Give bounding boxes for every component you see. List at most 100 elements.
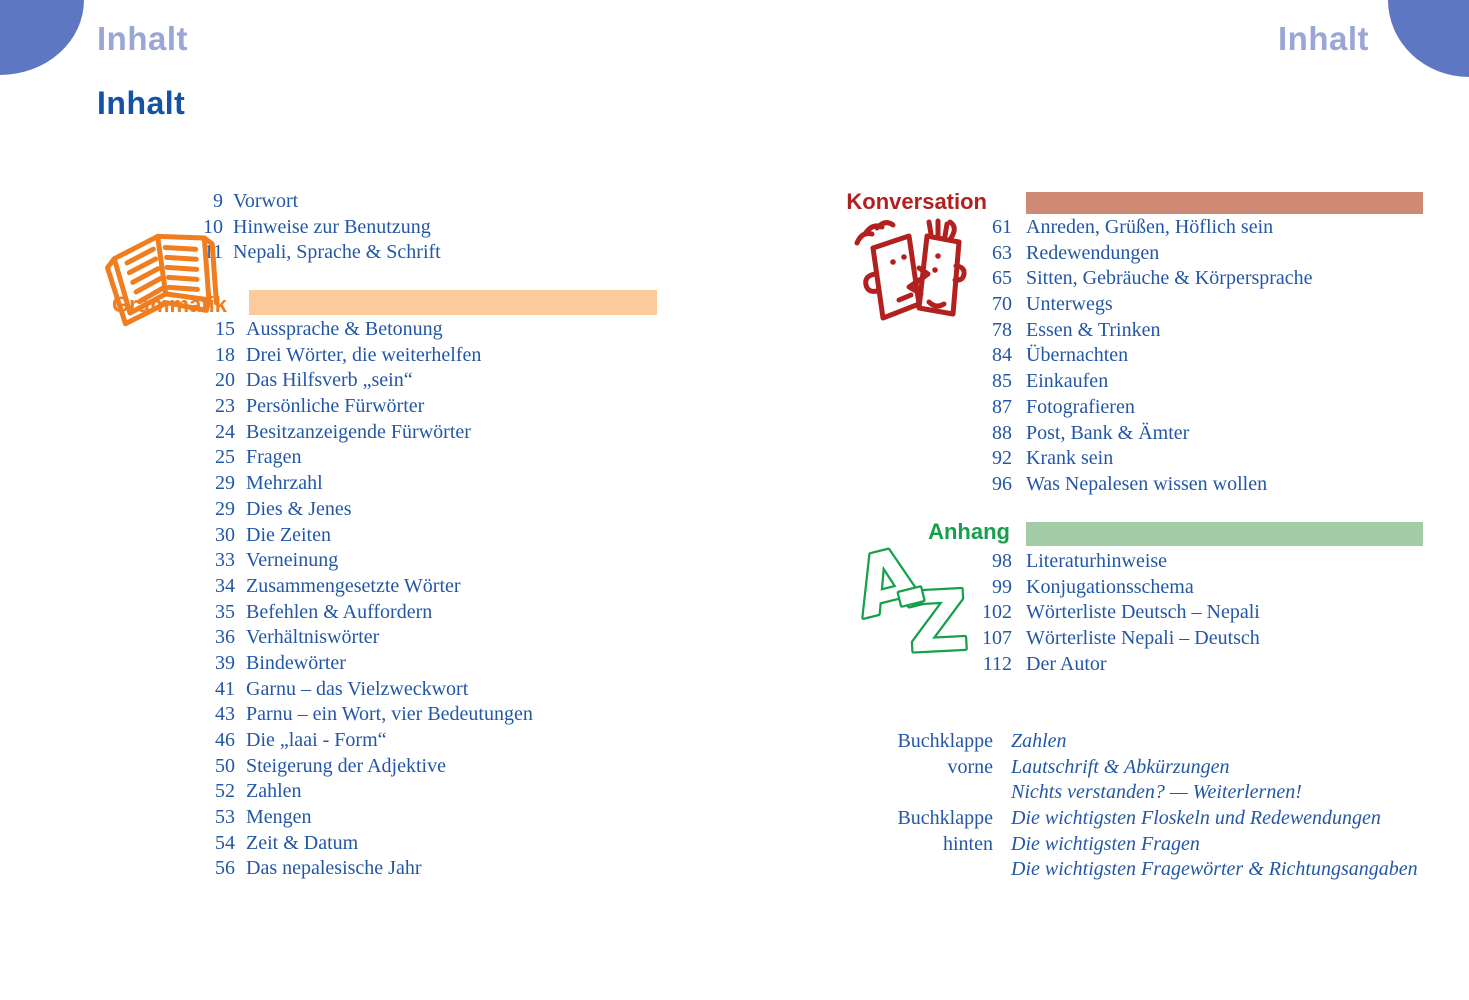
toc-page-number: 52	[215, 780, 235, 803]
toc-row: 36 Verhältniswörter	[95, 626, 533, 652]
buchklappe-entry: Nichts verstanden? — Weiterlernen!	[1011, 781, 1302, 804]
toc-entry-title: Nepali, Sprache & Schrift	[233, 241, 441, 264]
buchklappe-label: Buchklappe	[897, 807, 993, 830]
toc-page-number: 96	[992, 472, 1012, 495]
toc-page-number: 50	[215, 754, 235, 777]
toc-entry-title: Zeit & Datum	[246, 831, 359, 854]
buchklappe-label: vorne	[947, 755, 993, 778]
toc-row: 85 Einkaufen	[872, 370, 1313, 396]
toc-row: 43 Parnu – ein Wort, vier Bedeutungen	[95, 703, 533, 729]
toc-page-number: 61	[992, 216, 1012, 238]
toc-page-number: 33	[215, 549, 235, 572]
buchklappe-entry: Die wichtigsten Fragewörter & Richtungsa…	[1011, 858, 1418, 881]
toc-entry-title: Besitzanzeigende Fürwörter	[246, 420, 471, 443]
toc-entry-title: Wörterliste Deutsch – Nepali	[1026, 601, 1260, 624]
toc-page-number: 39	[215, 651, 235, 674]
buchklappe-entry: Zahlen	[1011, 730, 1067, 752]
toc-entry-title: Verhältniswörter	[246, 626, 380, 649]
toc-entry-title: Verneinung	[246, 549, 339, 572]
toc-page-number: 78	[992, 318, 1012, 341]
corner-decoration-left	[0, 0, 84, 75]
toc-page-number: 24	[215, 420, 235, 443]
toc-row: 65 Sitten, Gebräuche & Körpersprache	[872, 267, 1313, 293]
toc-page-number: 10	[203, 215, 223, 238]
corner-decoration-right	[1388, 0, 1469, 77]
buchklappe-row: Buchklappe Zahlen	[853, 730, 1418, 756]
toc-entry-title: Parnu – ein Wort, vier Bedeutungen	[246, 703, 533, 726]
toc-row: 98 Literaturhinweise	[872, 550, 1260, 576]
toc-page-number: 41	[215, 677, 235, 700]
toc-entry-title: Das Hilfsverb „sein“	[246, 369, 413, 392]
toc-entry-title: Der Autor	[1026, 652, 1107, 675]
section-label-grammatik: Grammatik	[112, 292, 227, 317]
toc-page-number: 63	[992, 241, 1012, 264]
toc-page-number: 23	[215, 395, 235, 418]
toc-entry-title: Literaturhinweise	[1026, 550, 1168, 572]
toc-row: 10 Hinweise zur Benutzung	[83, 216, 441, 242]
toc-row: 61 Anreden, Grüßen, Höflich sein	[872, 216, 1313, 242]
section-label-konversation: Konversation	[846, 189, 987, 214]
toc-entry-title: Post, Bank & Ämter	[1026, 421, 1190, 444]
toc-row: 78 Essen & Trinken	[872, 319, 1313, 345]
toc-page-number: 54	[215, 831, 235, 854]
toc-row: 41 Garnu – das Vielzweckwort	[95, 678, 533, 704]
toc-row: 87 Fotografieren	[872, 396, 1313, 422]
toc-page-number: 84	[992, 344, 1012, 367]
toc-page-number: 9	[213, 190, 223, 212]
toc-row: 88 Post, Bank & Ämter	[872, 422, 1313, 448]
toc-page-number: 25	[215, 446, 235, 469]
anhang-section-bar	[1026, 522, 1423, 546]
toc-entry-title: Dies & Jenes	[246, 497, 352, 520]
toc-row: 30 Die Zeiten	[95, 524, 533, 550]
toc-page-number: 29	[215, 472, 235, 495]
toc-entry-title: Krank sein	[1026, 447, 1114, 470]
toc-row: 96 Was Nepalesen wissen wollen	[872, 473, 1313, 499]
buchklappe-entry: Lautschrift & Abkürzungen	[1011, 755, 1230, 778]
toc-entry-title: Redewendungen	[1026, 241, 1160, 264]
toc-row: 24 Besitzanzeigende Fürwörter	[95, 421, 533, 447]
toc-row: 46 Die „laai - Form“	[95, 729, 533, 755]
running-header-right: Inhalt	[1278, 20, 1369, 57]
toc-entry-title: Garnu – das Vielzweckwort	[246, 677, 469, 700]
grammatik-section-bar	[249, 290, 657, 315]
section-label-anhang: Anhang	[928, 519, 1010, 544]
toc-entry-title: Zahlen	[246, 780, 302, 803]
buchklappe-row: hinten Die wichtigsten Fragen	[853, 833, 1418, 859]
toc-entry-title: Anreden, Grüßen, Höflich sein	[1026, 216, 1274, 238]
buchklappe-entry: Die wichtigsten Floskeln und Redewendung…	[1011, 807, 1381, 830]
buchklappe-row: Nichts verstanden? — Weiterlernen!	[853, 781, 1418, 807]
toc-page-number: 53	[215, 806, 235, 829]
talking-faces-icon	[843, 200, 968, 340]
konversation-list: 61 Anreden, Grüßen, Höflich sein 63 Redewen…	[872, 216, 1313, 499]
toc-entry-title: Vorwort	[233, 190, 299, 212]
running-header-left: Inhalt	[97, 20, 188, 57]
buchklappe-label: Buchklappe	[897, 730, 993, 752]
toc-entry-title: Essen & Trinken	[1026, 318, 1161, 341]
toc-row: 9 Vorwort	[83, 190, 441, 216]
toc-entry-title: Steigerung der Adjektive	[246, 754, 446, 777]
toc-page-number: 102	[982, 601, 1012, 624]
toc-page-number: 36	[215, 626, 235, 649]
toc-page-number: 70	[992, 293, 1012, 316]
toc-page-number: 85	[992, 370, 1012, 393]
toc-entry-title: Persönliche Fürwörter	[246, 395, 425, 418]
anhang-list: 98 Literaturhinweise 99 Konjugationsschema 1…	[872, 550, 1260, 678]
toc-page-number: 92	[992, 447, 1012, 470]
toc-row: 53 Mengen	[95, 806, 533, 832]
a-to-z-icon: A Z	[843, 527, 991, 674]
toc-page-number: 98	[992, 550, 1012, 572]
toc-row: 54 Zeit & Datum	[95, 832, 533, 858]
buchklappe-label: hinten	[943, 832, 993, 855]
toc-row: 56 Das nepalesische Jahr	[95, 857, 533, 883]
toc-entry-title: Befehlen & Auffordern	[246, 600, 433, 623]
toc-row: 99 Konjugationsschema	[872, 576, 1260, 602]
toc-page-number: 65	[992, 267, 1012, 290]
toc-row: 63 Redewendungen	[872, 242, 1313, 268]
toc-page-number: 20	[215, 369, 235, 392]
toc-row: 29 Mehrzahl	[95, 472, 533, 498]
toc-row: 29 Dies & Jenes	[95, 498, 533, 524]
toc-entry-title: Fotografieren	[1026, 395, 1135, 418]
toc-row: 25 Fragen	[95, 446, 533, 472]
toc-row: 18 Drei Wörter, die weiterhelfen	[95, 344, 533, 370]
buchklappe-row: vorne Lautschrift & Abkürzungen	[853, 756, 1418, 782]
